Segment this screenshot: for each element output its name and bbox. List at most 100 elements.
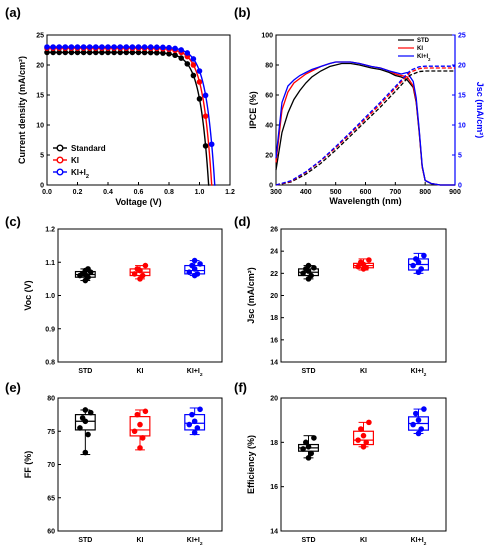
y-tick-label: 20 bbox=[36, 63, 44, 70]
jv-marker bbox=[166, 44, 172, 51]
y-tick-label: 14 bbox=[270, 529, 278, 536]
x-tick-label: 900 bbox=[449, 189, 461, 196]
jv-marker bbox=[184, 61, 191, 67]
y-tick-label: 1.0 bbox=[45, 293, 55, 300]
category-label: KI+I2 bbox=[411, 537, 427, 547]
legend-label: KI+I2 bbox=[417, 54, 431, 62]
y-tick-label: 22 bbox=[270, 271, 278, 278]
jv-marker bbox=[99, 44, 105, 50]
data-point bbox=[360, 443, 367, 450]
legend-marker bbox=[56, 144, 64, 152]
y-axis-label: Voc (V) bbox=[23, 280, 33, 310]
data-point bbox=[77, 425, 83, 431]
data-point bbox=[363, 439, 370, 446]
jv-marker bbox=[196, 68, 203, 74]
data-point bbox=[191, 257, 198, 264]
data-point bbox=[305, 455, 312, 461]
y-tick-label: 0 bbox=[269, 183, 273, 190]
y-axis-label: FF (%) bbox=[23, 451, 33, 479]
x-tick-label: 400 bbox=[300, 189, 312, 196]
y-tick-label: 60 bbox=[265, 93, 273, 100]
y-tick-label: 0 bbox=[40, 183, 44, 190]
x-tick-label: 0.2 bbox=[73, 189, 83, 196]
jv-marker bbox=[56, 44, 63, 50]
jv-marker bbox=[80, 44, 87, 50]
ipce-curve bbox=[275, 61, 455, 186]
jv-marker bbox=[129, 44, 136, 50]
x-tick-label: 0.4 bbox=[103, 189, 113, 196]
jv-marker bbox=[62, 44, 69, 50]
jv-marker bbox=[50, 44, 56, 50]
y-tick-label: 70 bbox=[47, 462, 55, 469]
y-tick-label: 14 bbox=[270, 360, 278, 367]
y2-tick-label: 5 bbox=[458, 153, 462, 160]
panel-letter: (a) bbox=[5, 5, 21, 20]
data-point bbox=[82, 407, 89, 413]
data-point bbox=[131, 428, 138, 435]
legend-label: KI bbox=[71, 156, 79, 165]
panel-letter: (f) bbox=[234, 380, 247, 395]
data-point bbox=[79, 415, 86, 421]
jsc-integrated-curve bbox=[275, 70, 455, 186]
jv-marker bbox=[86, 44, 93, 50]
data-point bbox=[142, 262, 149, 269]
legend-marker bbox=[56, 156, 64, 164]
data-point bbox=[305, 443, 312, 450]
y-tick-label: 25 bbox=[36, 33, 44, 40]
jv-marker bbox=[147, 44, 154, 50]
data-point bbox=[311, 264, 317, 271]
x-tick-label: 1.0 bbox=[195, 189, 205, 196]
plot-frame bbox=[280, 397, 447, 532]
data-point bbox=[308, 272, 315, 279]
category-label: KI+I2 bbox=[411, 368, 427, 378]
data-point bbox=[410, 421, 416, 428]
jv-marker bbox=[117, 44, 123, 50]
x-tick-label: 0.8 bbox=[164, 189, 174, 196]
y2-tick-label: 20 bbox=[458, 63, 466, 70]
y-tick-label: 15 bbox=[36, 93, 44, 100]
data-point bbox=[413, 410, 419, 417]
y2-axis-label: Jsc (mA/cm²) bbox=[475, 82, 485, 139]
y-tick-label: 24 bbox=[270, 249, 278, 256]
category-label: KI bbox=[137, 537, 144, 544]
jv-curve bbox=[47, 51, 210, 186]
y-tick-label: 0.9 bbox=[45, 326, 55, 333]
data-point bbox=[139, 435, 146, 441]
data-point bbox=[300, 446, 306, 452]
category-label: STD bbox=[302, 368, 316, 375]
data-point bbox=[421, 252, 427, 259]
y-axis-label: Efficiency (%) bbox=[246, 435, 256, 494]
y-tick-label: 0.8 bbox=[45, 360, 55, 367]
data-point bbox=[139, 272, 146, 279]
x-tick-label: 600 bbox=[360, 189, 372, 196]
plot-frame bbox=[57, 228, 223, 363]
jv-marker bbox=[135, 44, 142, 50]
panel-a: 0.0 0.2 0.4 0.6 0.8 1.0 1.2 0 5 10 15 20 25 Voltage (… bbox=[17, 33, 235, 208]
x-axis-label: Wavelength (nm) bbox=[329, 196, 401, 206]
jv-marker bbox=[93, 44, 99, 50]
data-point bbox=[194, 271, 201, 277]
ipce-curve bbox=[275, 61, 455, 186]
category-label: KI+I2 bbox=[187, 537, 203, 547]
y-tick-label: 5 bbox=[40, 153, 44, 160]
data-point bbox=[355, 263, 361, 270]
data-point bbox=[300, 270, 306, 277]
panel-letter: (d) bbox=[234, 214, 251, 229]
y-tick-label: 16 bbox=[270, 484, 278, 491]
jv-marker bbox=[202, 92, 209, 99]
data-point bbox=[186, 421, 193, 428]
data-point bbox=[421, 406, 427, 412]
x-tick-label: 500 bbox=[330, 189, 342, 196]
data-point bbox=[191, 429, 198, 436]
jv-marker bbox=[141, 44, 148, 50]
panel-letter: (b) bbox=[234, 5, 251, 20]
jv-marker bbox=[172, 45, 178, 52]
data-point bbox=[197, 406, 203, 413]
jv-marker bbox=[172, 52, 178, 59]
y-tick-label: 80 bbox=[265, 63, 273, 70]
data-point bbox=[308, 450, 315, 457]
y-axis-label: IPCE (%) bbox=[248, 91, 258, 129]
category-label: KI bbox=[360, 368, 367, 375]
data-point bbox=[137, 421, 143, 428]
y-tick-label: 20 bbox=[270, 396, 278, 403]
